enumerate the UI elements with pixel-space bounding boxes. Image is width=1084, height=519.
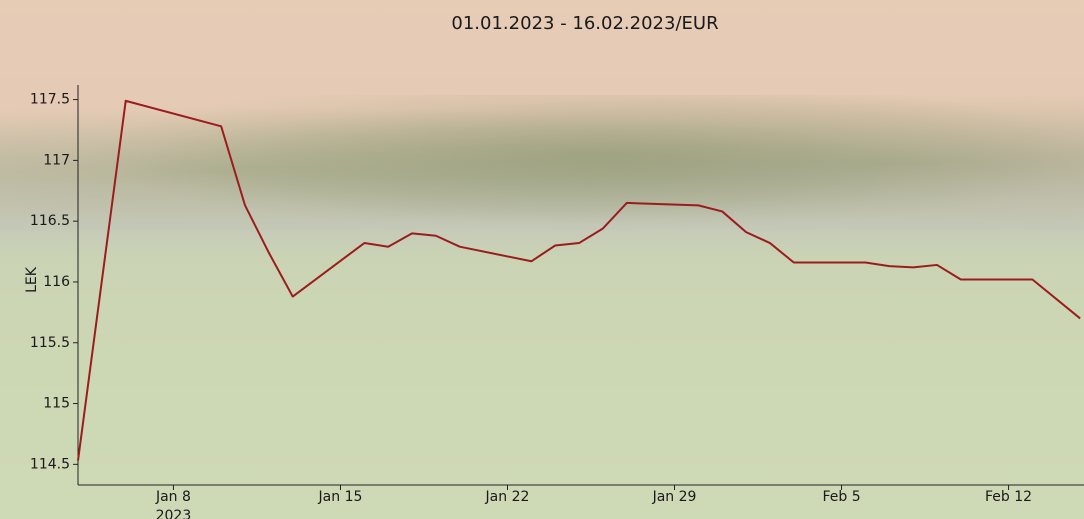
y-tick-label: 114.5 (30, 456, 70, 472)
y-tick-label: 117 (43, 152, 70, 168)
chart-title: 01.01.2023 - 16.02.2023/EUR (451, 13, 718, 34)
x-tick-label: Jan 29 (652, 489, 697, 505)
x-tick-label: Jan 22 (485, 489, 530, 505)
y-tick-label: 115.5 (30, 335, 70, 351)
x-tick-label: Jan 8 (155, 489, 191, 505)
y-tick-label: 116.5 (30, 213, 70, 229)
y-tick-label: 115 (43, 396, 70, 412)
data-line (77, 99, 1081, 461)
x-tick-label: Jan 15 (318, 489, 363, 505)
y-axis-label: LEK (24, 266, 40, 293)
x-tick-label: Feb 12 (985, 489, 1032, 505)
background-trees (0, 95, 1084, 245)
x-tick-label: Feb 5 (822, 489, 860, 505)
x-year-label: 2023 (156, 508, 192, 519)
y-tick-label: 117.5 (30, 92, 70, 108)
y-tick-label: 116 (43, 274, 70, 290)
